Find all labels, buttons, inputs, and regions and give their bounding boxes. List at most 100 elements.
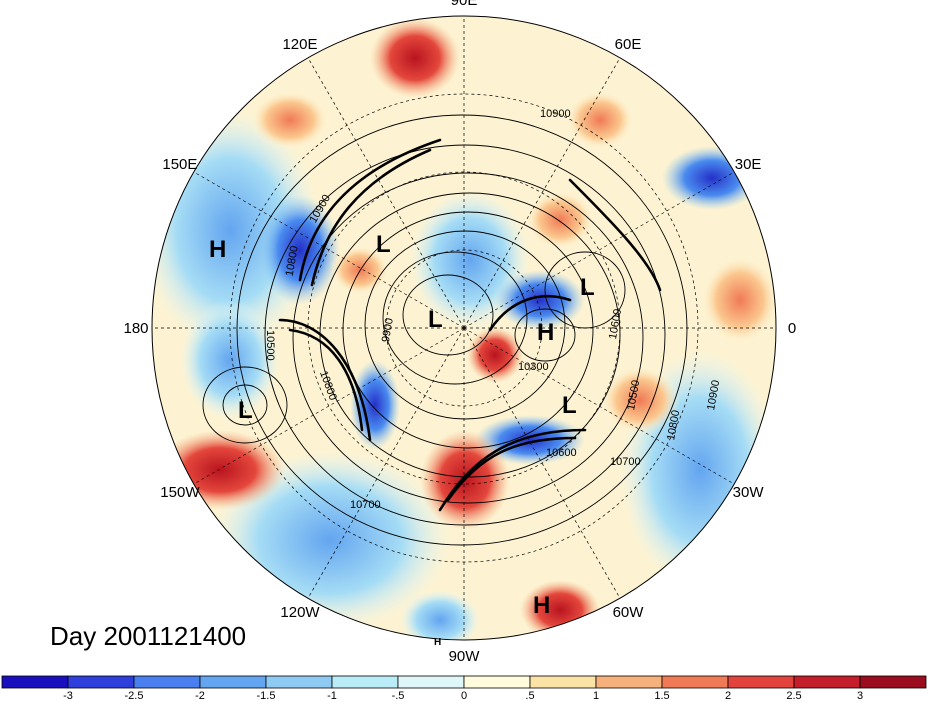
colorbar-tick-label: -1 xyxy=(327,690,337,702)
contour-line xyxy=(514,308,576,362)
contour-label: 10700 xyxy=(350,499,381,511)
contour-label: 9900 xyxy=(380,317,396,343)
meridian-line xyxy=(463,57,621,329)
meridian-line xyxy=(463,327,621,599)
contour-label: 10800 xyxy=(665,409,682,441)
contour-line xyxy=(202,366,288,444)
colorbar-swatch xyxy=(595,675,663,689)
date-label: Day 2001121400 xyxy=(50,621,246,651)
jet-contour xyxy=(298,138,442,282)
jet-contour xyxy=(310,148,432,287)
contour-label: 10600 xyxy=(607,308,624,340)
jet-contour xyxy=(488,295,572,332)
colorbar-tick-label: -3 xyxy=(63,690,73,702)
contour-line xyxy=(222,384,268,426)
longitude-label: 30E xyxy=(735,156,762,173)
jet-contours xyxy=(278,138,662,512)
contour-label: 10900 xyxy=(705,379,722,411)
colorbar-swatch xyxy=(661,675,729,689)
low-pressure-marker: L xyxy=(428,306,443,333)
contour-label: 10500 xyxy=(625,379,642,411)
contour-line xyxy=(382,251,528,385)
low-pressure-marker: L xyxy=(580,274,595,301)
low-pressure-marker: L xyxy=(238,397,253,424)
meridian-line xyxy=(307,57,465,329)
high-pressure-marker: H xyxy=(434,637,441,648)
longitude-label: 60W xyxy=(613,604,645,621)
colorbar-tick-label: -.5 xyxy=(392,690,405,702)
height-contours xyxy=(202,114,688,546)
contour-label: 10600 xyxy=(546,447,577,459)
map-boundary xyxy=(151,15,777,641)
contour-label: 10800 xyxy=(284,245,301,277)
colorbar-tick-label: -1.5 xyxy=(257,690,276,702)
colorbar-swatch xyxy=(859,675,927,689)
positive-anomaly-siberia xyxy=(370,18,460,98)
meridian-line xyxy=(193,171,465,329)
jet-contour xyxy=(568,178,662,292)
longitude-label: 150E xyxy=(162,156,197,173)
colorbar-swatch xyxy=(67,675,135,689)
contour-line xyxy=(292,172,644,504)
contour-line xyxy=(342,211,594,449)
pressure-centers: H L L H L L H L H xyxy=(209,231,595,648)
high-pressure-marker: H xyxy=(537,319,554,346)
colorbar-swatch xyxy=(199,675,267,689)
longitude-label: 120W xyxy=(280,604,320,621)
positive-anomaly-baffin xyxy=(467,327,523,383)
jet-contour xyxy=(278,318,372,442)
colorbar-swatch xyxy=(793,675,861,689)
colorbar-swatch xyxy=(331,675,399,689)
longitude-label: 150W xyxy=(160,484,200,501)
colorbar-tick-label: 1.5 xyxy=(654,690,669,702)
longitude-label: 90W xyxy=(449,648,481,665)
longitude-labels: 90E 60E 30E 0 30W 60W 90W 120W 150W 180 150E 120E xyxy=(123,0,796,665)
meridians xyxy=(152,16,776,640)
low-pressure-marker: L xyxy=(562,392,577,419)
colorbar: -3 -2.5 -2 -1.5 -1 -.5 0 .5 1 1.5 2 2.5 3 xyxy=(1,675,927,702)
colorbar-swatch xyxy=(463,675,531,689)
longitude-label: 60E xyxy=(615,36,642,53)
longitude-label: 0 xyxy=(788,320,796,337)
contour-label: 10700 xyxy=(610,456,641,468)
cool-region-dateline xyxy=(180,300,280,420)
contour-line xyxy=(236,114,688,546)
positive-anomaly-caribbean xyxy=(520,580,600,640)
meridian-line xyxy=(193,327,465,485)
contour-line xyxy=(402,274,494,356)
jet-contour xyxy=(446,436,577,502)
meridian-line xyxy=(463,171,735,329)
contour-line xyxy=(364,230,566,420)
colorbar-tick-label: -2.5 xyxy=(125,690,144,702)
high-pressure-marker: H xyxy=(209,236,226,263)
longitude-label: 120E xyxy=(282,36,317,53)
longitude-label: 90E xyxy=(451,0,478,9)
colorbar-tick-label: -2 xyxy=(195,690,205,702)
contour-label: 10300 xyxy=(518,361,549,373)
colorbar-swatch xyxy=(529,675,597,689)
colorbar-swatch xyxy=(265,675,333,689)
high-pressure-marker: H xyxy=(533,592,550,619)
longitude-label: 180 xyxy=(123,320,148,337)
colorbar-tick-label: .5 xyxy=(525,690,534,702)
graticule xyxy=(152,16,776,640)
meridian-line xyxy=(307,327,465,599)
colorbar-tick-label: 0 xyxy=(461,690,467,702)
anomaly-shading xyxy=(152,16,776,640)
contour-label: 10500 xyxy=(264,330,276,361)
contour-line xyxy=(264,144,666,526)
colorbar-tick-label: 3 xyxy=(857,690,863,702)
colorbar-tick-label: 2 xyxy=(725,690,731,702)
colorbar-swatch xyxy=(1,675,69,689)
low-pressure-marker: L xyxy=(376,231,391,258)
jet-contour xyxy=(288,328,364,432)
colorbar-swatch xyxy=(133,675,201,689)
meridian-line xyxy=(463,327,735,485)
colorbar-tick-label: 1 xyxy=(593,690,599,702)
longitude-label: 30W xyxy=(733,484,765,501)
negative-anomaly-asia xyxy=(260,195,340,305)
colorbar-tick-label: 2.5 xyxy=(786,690,801,702)
colorbar-swatch xyxy=(397,675,465,689)
colorbar-swatch xyxy=(727,675,795,689)
